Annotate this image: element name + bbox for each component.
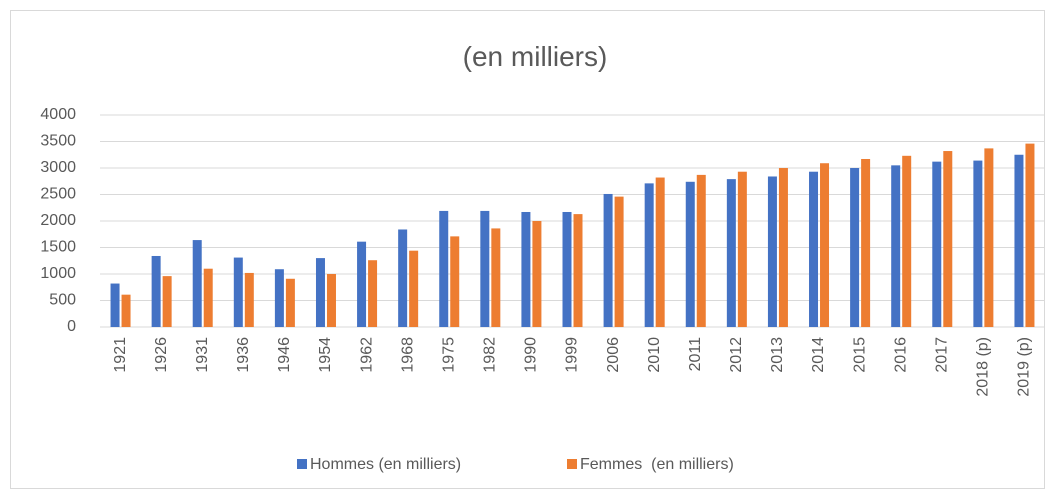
bar [274, 269, 284, 327]
bar [973, 160, 983, 327]
bar [861, 158, 871, 327]
bar [244, 272, 254, 327]
x-tick-label: 2015 [851, 337, 868, 373]
x-tick-label: 1936 [235, 337, 252, 373]
bar [326, 274, 336, 327]
y-tick-label: 3500 [40, 133, 76, 150]
x-tick-label: 2016 [892, 337, 909, 373]
bar [1025, 143, 1035, 327]
bar [902, 155, 912, 327]
y-tick-label: 4000 [40, 106, 76, 123]
bar [644, 183, 654, 327]
bar [603, 193, 613, 327]
bar [778, 168, 788, 327]
y-tick-label: 2000 [40, 212, 76, 229]
bar [162, 276, 172, 327]
bar [203, 268, 213, 327]
x-tick-label: 1982 [482, 337, 499, 373]
x-tick-label: 2010 [646, 337, 663, 373]
bar [532, 221, 542, 327]
x-tick-label: 1968 [399, 337, 416, 373]
x-tick-label: 2006 [605, 337, 622, 373]
x-tick-label: 1954 [317, 337, 334, 373]
bar [409, 250, 419, 327]
y-tick-label: 500 [49, 292, 76, 309]
bar [121, 294, 131, 327]
x-tick-label: 2014 [810, 337, 827, 373]
x-tick-label: 2019 (p) [1016, 337, 1033, 397]
bar [398, 229, 408, 327]
y-tick-label: 0 [67, 318, 76, 335]
x-tick-label: 2012 [728, 337, 745, 373]
x-tick-label: 1926 [153, 337, 170, 373]
x-tick-label: 2011 [687, 337, 704, 372]
x-tick-label: 1999 [564, 337, 581, 373]
bar [943, 151, 953, 327]
bar [655, 177, 665, 327]
y-tick-label: 1000 [40, 265, 76, 282]
y-tick-label: 1500 [40, 239, 76, 256]
bar [315, 258, 325, 327]
bar [737, 171, 747, 327]
bar [285, 278, 295, 327]
bar [614, 196, 624, 327]
x-tick-label: 2017 [934, 337, 951, 373]
bar [562, 211, 572, 327]
bar [480, 210, 490, 327]
bar [573, 214, 583, 327]
bar [984, 148, 994, 327]
bar [357, 241, 367, 327]
bar [192, 240, 202, 327]
x-tick-label: 1931 [194, 337, 211, 373]
legend-swatch [297, 459, 307, 469]
x-tick-label: 1962 [358, 337, 375, 373]
bar [685, 181, 695, 327]
x-tick-label: 2018 (p) [975, 337, 992, 397]
bar [850, 168, 860, 327]
bar [696, 174, 706, 327]
bar [110, 283, 120, 327]
bar [932, 161, 942, 327]
bar [233, 257, 243, 327]
chart-title: (en milliers) [463, 41, 608, 72]
legend-swatch [567, 459, 577, 469]
bar [1014, 154, 1024, 327]
x-tick-label: 1990 [523, 337, 540, 373]
bar [521, 211, 531, 327]
bar [726, 179, 736, 327]
bar [368, 260, 378, 327]
x-tick-label: 1975 [440, 337, 457, 373]
bar [151, 255, 161, 327]
bar [491, 228, 501, 327]
bar [439, 210, 449, 327]
legend-label: Femmes (en milliers) [580, 456, 734, 473]
y-tick-label: 2500 [40, 186, 76, 203]
x-tick-label: 1921 [112, 337, 129, 373]
x-tick-label: 1946 [276, 337, 293, 373]
bar [767, 176, 777, 327]
y-tick-label: 3000 [40, 159, 76, 176]
x-tick-label: 2013 [769, 337, 786, 373]
bar [820, 163, 830, 327]
bar [809, 171, 819, 327]
legend-label: Hommes (en milliers) [310, 456, 461, 473]
bar [450, 236, 460, 327]
bar [891, 165, 901, 327]
